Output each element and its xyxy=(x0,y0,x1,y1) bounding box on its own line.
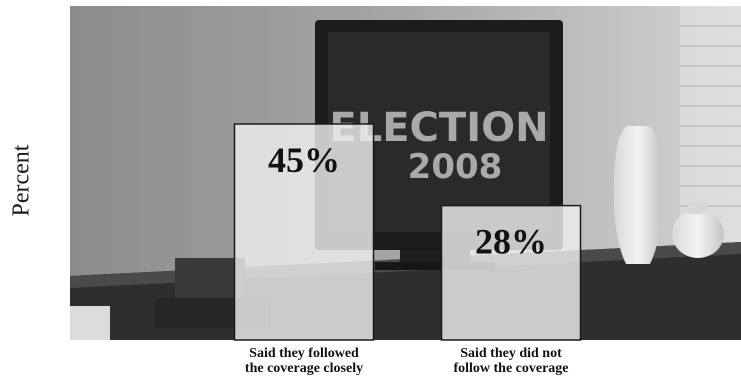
x-category-label-0: Said they followed the coverage closely xyxy=(219,346,389,376)
x-category-label-1: Said they did not follow the coverage xyxy=(426,346,596,376)
x-category-label-0-line1: Said they followed xyxy=(249,346,359,361)
bar-0 xyxy=(233,123,375,341)
data-label-1: 28% xyxy=(475,222,547,262)
x-category-label-1-line1: Said they did not xyxy=(460,346,562,361)
data-label-0: 45% xyxy=(268,140,340,180)
x-category-label-1-line2: follow the coverage xyxy=(453,361,569,376)
bar-1 xyxy=(440,204,582,341)
screen-text-line2: 2008 xyxy=(408,147,503,187)
x-category-label-0-line2: the coverage closely xyxy=(244,361,364,376)
